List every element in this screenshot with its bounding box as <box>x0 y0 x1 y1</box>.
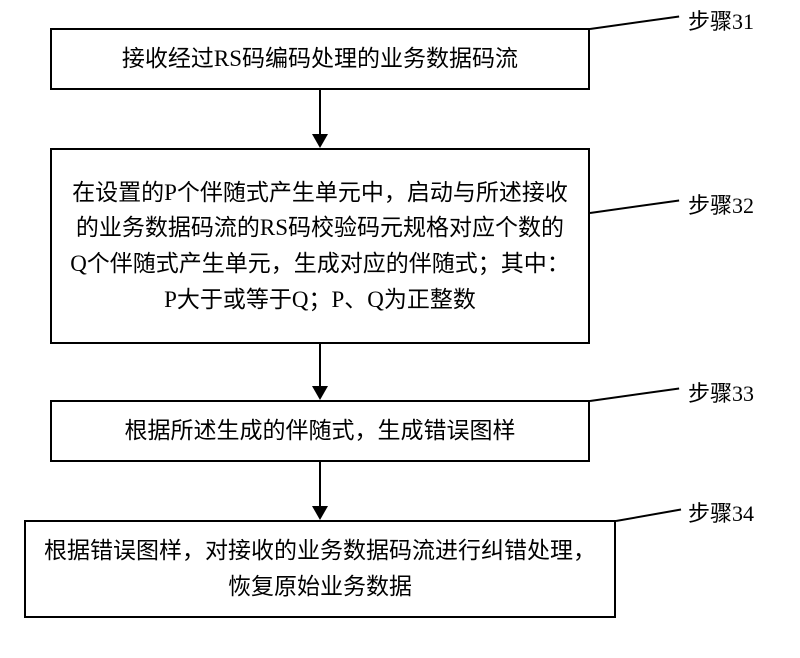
connector-32-33 <box>319 344 321 386</box>
step-label-32: 步骤32 <box>688 188 754 220</box>
step-box-34: 根据错误图样，对接收的业务数据码流进行纠错处理，恢复原始业务数据 <box>24 520 616 618</box>
step-text-34: 根据错误图样，对接收的业务数据码流进行纠错处理，恢复原始业务数据 <box>44 533 596 604</box>
step-text-32: 在设置的P个伴随式产生单元中，启动与所述接收的业务数据码流的RS码校验码元规格对… <box>70 175 570 318</box>
label-line-32 <box>590 199 679 214</box>
step-text-31: 接收经过RS码编码处理的业务数据码流 <box>122 41 518 77</box>
step-text-33: 根据所述生成的伴随式，生成错误图样 <box>125 413 516 449</box>
step-label-31: 步骤31 <box>688 4 754 36</box>
flowchart-container: 接收经过RS码编码处理的业务数据码流 步骤31 在设置的P个伴随式产生单元中，启… <box>0 0 800 658</box>
step-box-31: 接收经过RS码编码处理的业务数据码流 <box>50 28 590 90</box>
label-line-33 <box>590 387 679 402</box>
step-box-32: 在设置的P个伴随式产生单元中，启动与所述接收的业务数据码流的RS码校验码元规格对… <box>50 148 590 344</box>
label-line-34 <box>616 509 681 522</box>
connector-33-34 <box>319 462 321 506</box>
connector-31-32 <box>319 90 321 134</box>
step-label-34: 步骤34 <box>688 496 754 528</box>
arrow-33-34 <box>312 506 328 520</box>
step-box-33: 根据所述生成的伴随式，生成错误图样 <box>50 400 590 462</box>
step-label-33: 步骤33 <box>688 376 754 408</box>
label-line-31 <box>590 15 679 30</box>
arrow-31-32 <box>312 134 328 148</box>
arrow-32-33 <box>312 386 328 400</box>
